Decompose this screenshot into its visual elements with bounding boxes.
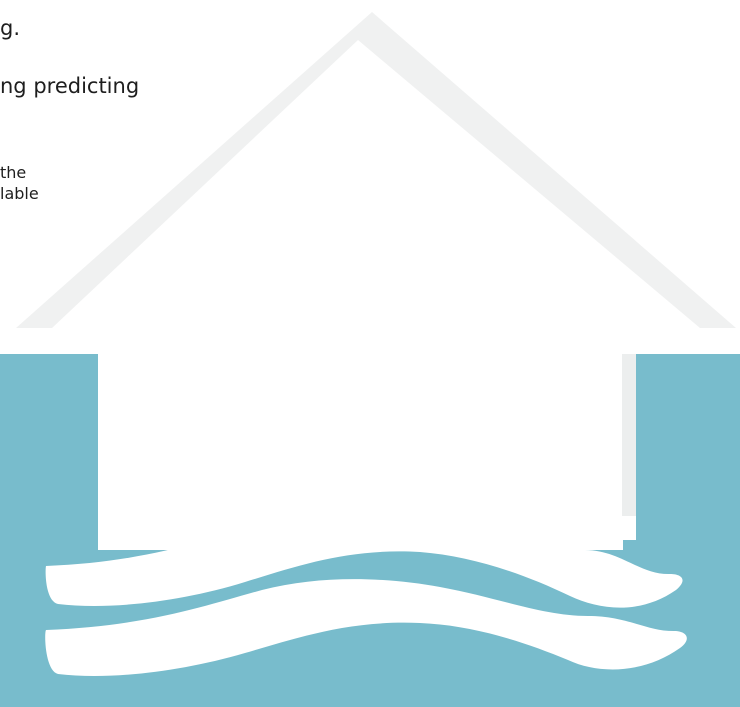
text-fragment-4: lable — [0, 184, 39, 203]
text-fragment-3: the — [0, 163, 27, 182]
house-right-edge — [622, 354, 636, 516]
text-fragment-1: g. — [0, 16, 21, 40]
text-fragment-2: ng predicting — [0, 74, 140, 98]
roof-outline — [16, 12, 736, 328]
wave-2 — [45, 579, 687, 676]
wave-1 — [45, 511, 683, 608]
